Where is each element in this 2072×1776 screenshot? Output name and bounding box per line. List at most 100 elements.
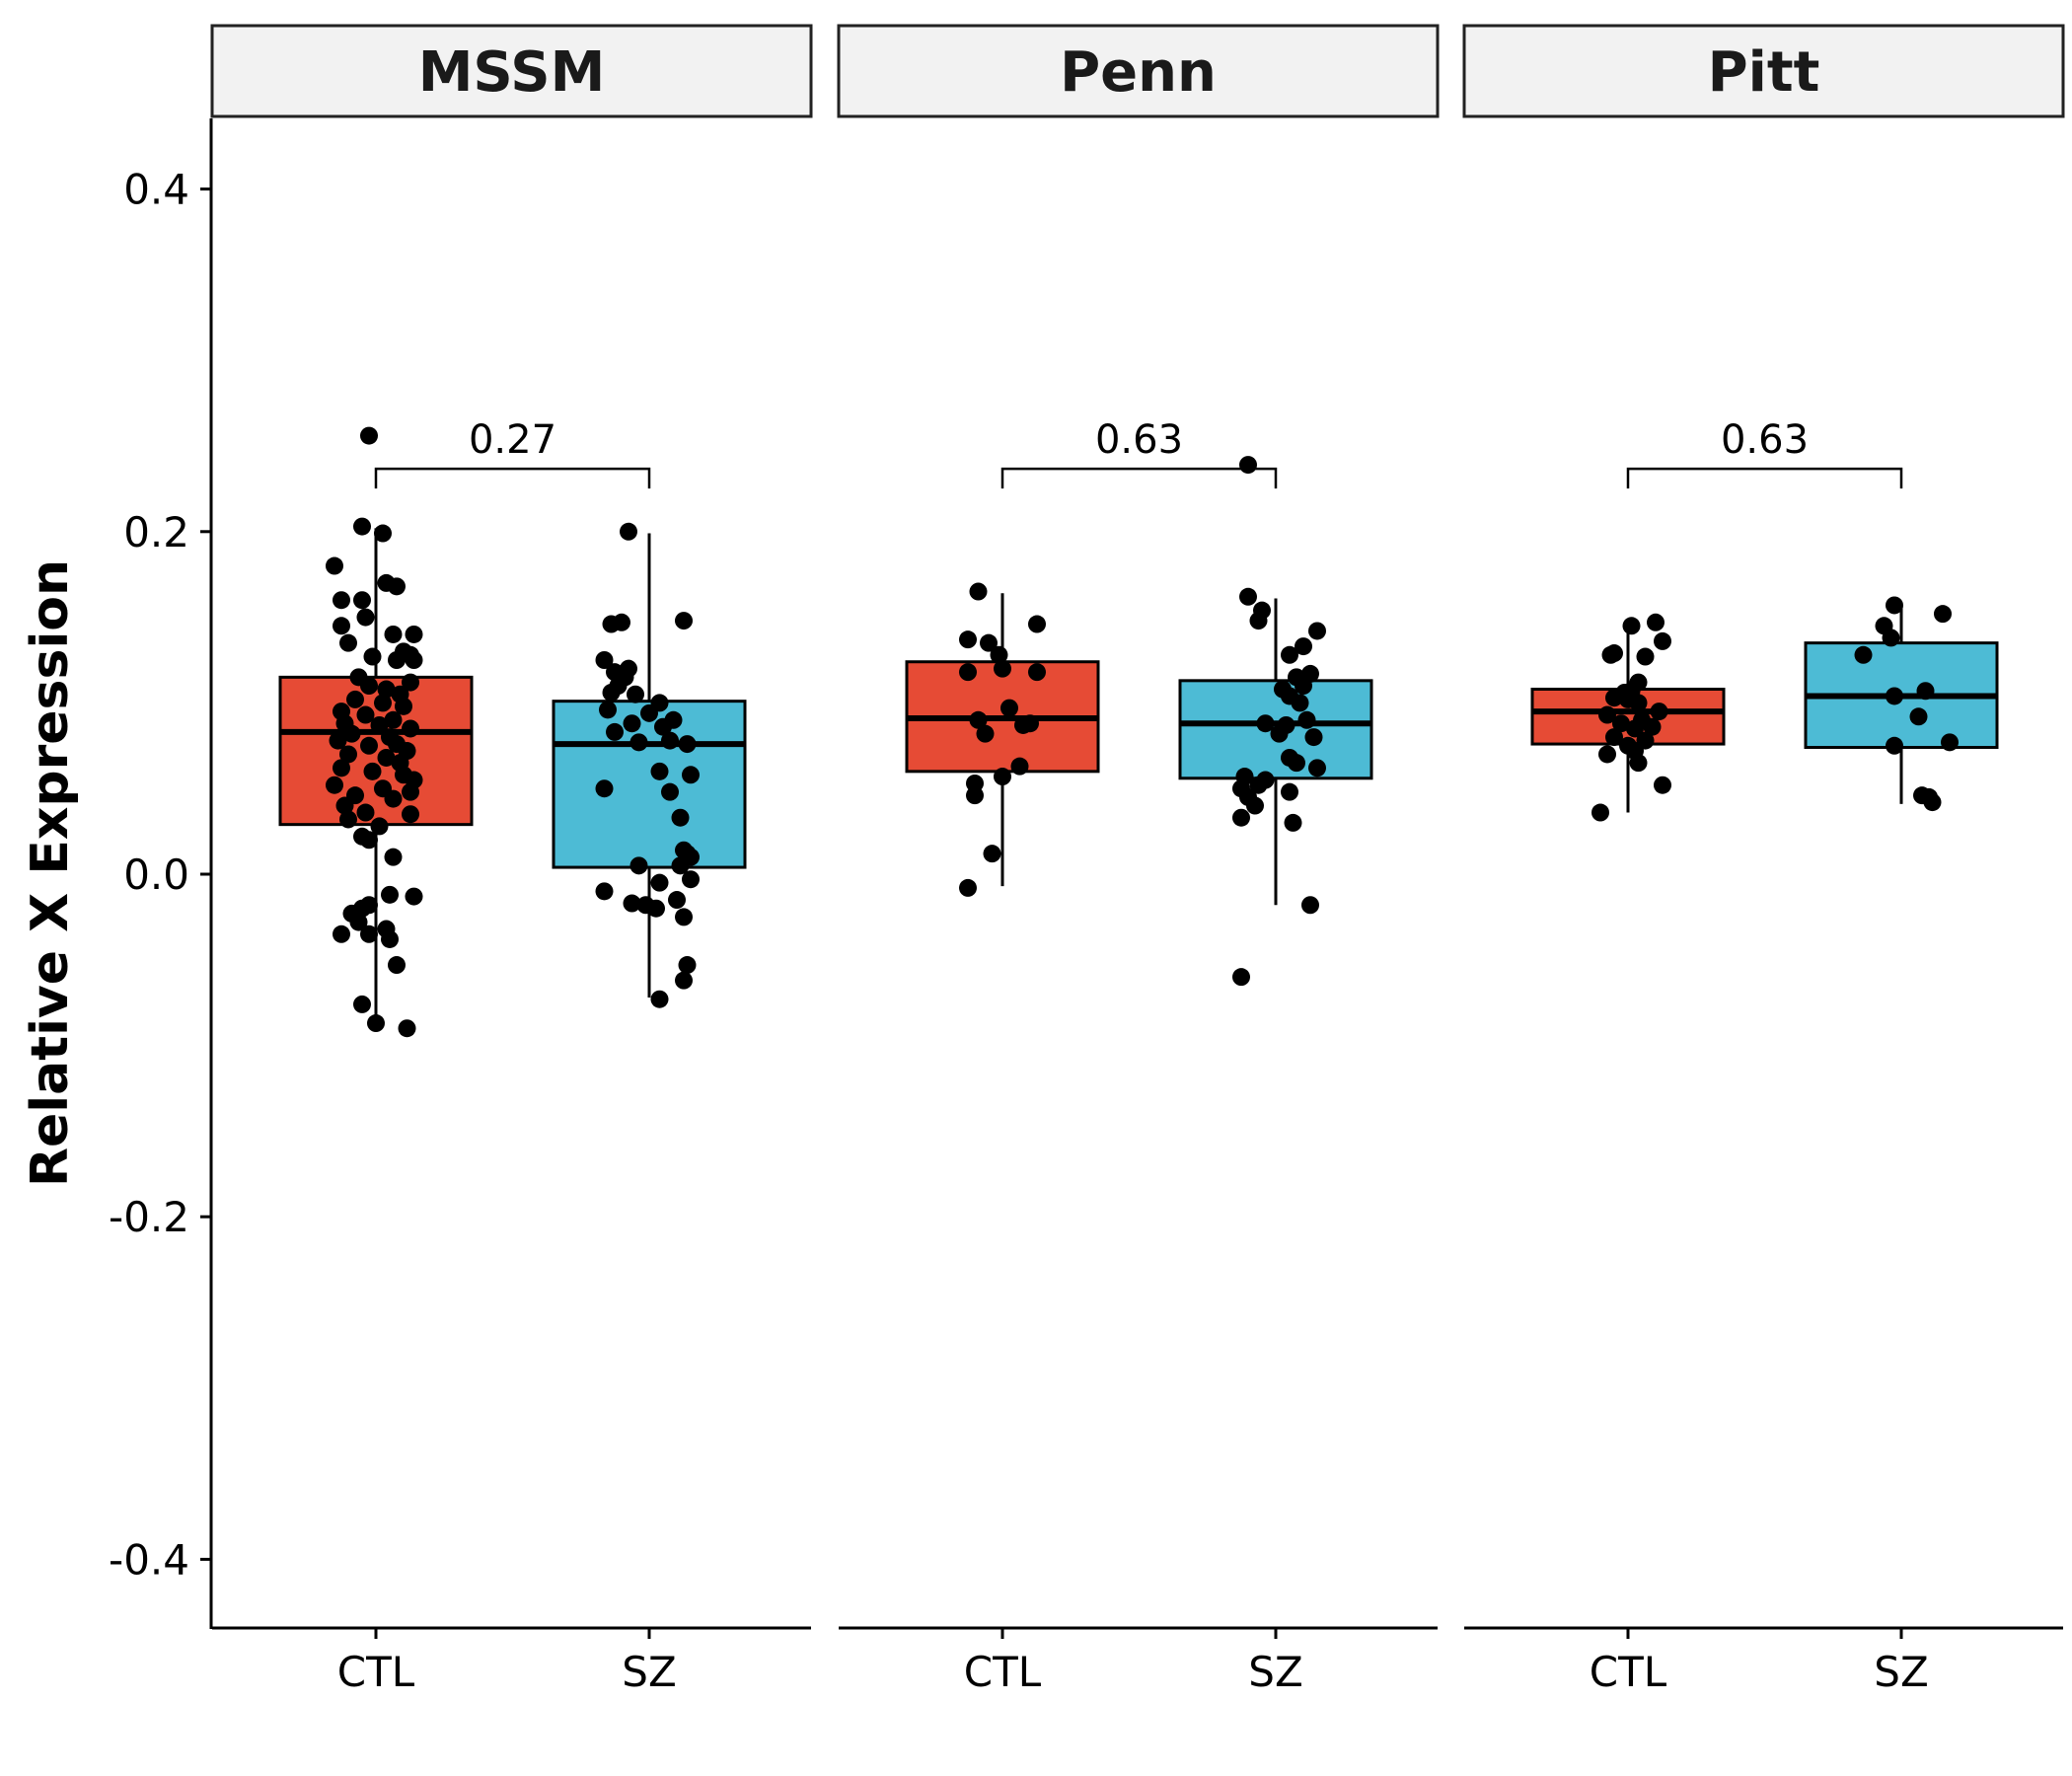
facet-panel-penn: Penn CTL SZ 0.63 bbox=[837, 24, 1440, 1696]
y-tick-label: 0.2 bbox=[123, 508, 189, 556]
data-point bbox=[402, 719, 419, 738]
comparison-bracket bbox=[1000, 467, 1278, 489]
data-point bbox=[1605, 728, 1623, 747]
data-point bbox=[398, 1019, 416, 1038]
data-point bbox=[1028, 663, 1046, 682]
data-point bbox=[629, 856, 648, 875]
data-point bbox=[1923, 793, 1942, 812]
data-point bbox=[650, 990, 669, 1008]
data-point bbox=[1270, 724, 1289, 743]
data-point bbox=[388, 577, 406, 596]
data-point bbox=[1605, 689, 1623, 707]
data-point bbox=[1291, 694, 1309, 712]
data-point bbox=[675, 612, 693, 630]
data-point bbox=[647, 899, 665, 918]
x-tick-label: SZ bbox=[1874, 1648, 1928, 1696]
comparison-p-value: 0.63 bbox=[1721, 417, 1809, 463]
y-tick-label: -0.2 bbox=[109, 1193, 189, 1241]
data-point bbox=[1028, 615, 1046, 633]
x-tick-label: CTL bbox=[1590, 1648, 1667, 1696]
y-tick-label: -0.4 bbox=[109, 1535, 189, 1584]
data-point bbox=[668, 891, 686, 910]
comparison-p-value: 0.27 bbox=[469, 417, 556, 463]
data-point bbox=[339, 745, 357, 764]
data-point bbox=[1654, 631, 1671, 650]
data-point bbox=[381, 929, 399, 948]
data-point bbox=[1308, 622, 1326, 640]
data-point bbox=[384, 710, 403, 729]
data-point bbox=[650, 873, 669, 892]
box-sz bbox=[1178, 456, 1373, 987]
data-point bbox=[959, 630, 977, 649]
y-tick-label: 0.0 bbox=[123, 851, 189, 899]
comparison-bracket bbox=[1626, 467, 1903, 489]
data-point bbox=[377, 680, 396, 699]
data-point bbox=[1622, 617, 1641, 635]
data-point bbox=[333, 591, 350, 610]
box-ctl bbox=[278, 426, 474, 1038]
data-point bbox=[1239, 587, 1257, 606]
data-point bbox=[402, 805, 419, 824]
data-point bbox=[675, 908, 693, 926]
data-point bbox=[370, 817, 389, 836]
box-ctl bbox=[905, 582, 1100, 897]
data-point bbox=[370, 715, 389, 734]
facet-strip-label: Penn bbox=[1060, 40, 1217, 105]
data-point bbox=[339, 633, 357, 652]
data-point bbox=[623, 894, 641, 913]
x-tick-label: CTL bbox=[964, 1648, 1042, 1696]
data-point bbox=[1626, 719, 1644, 738]
data-point bbox=[678, 956, 697, 975]
data-point bbox=[356, 705, 375, 724]
data-point bbox=[363, 647, 382, 666]
data-point bbox=[1598, 745, 1616, 764]
data-point bbox=[627, 685, 644, 703]
data-point bbox=[1304, 728, 1323, 747]
data-point bbox=[1941, 733, 1959, 752]
data-point bbox=[671, 856, 690, 875]
data-point bbox=[1232, 808, 1250, 827]
facet-strip-label: Pitt bbox=[1708, 40, 1820, 105]
y-tick-label: 0.4 bbox=[123, 166, 189, 214]
data-point bbox=[602, 683, 621, 702]
data-point bbox=[360, 736, 378, 755]
data-point bbox=[1297, 710, 1316, 729]
data-point bbox=[1612, 714, 1630, 733]
data-point bbox=[959, 663, 977, 682]
data-point bbox=[976, 724, 995, 743]
data-point bbox=[678, 735, 697, 754]
data-point bbox=[994, 768, 1011, 786]
data-point bbox=[595, 779, 614, 798]
data-point bbox=[329, 731, 347, 750]
data-point bbox=[388, 956, 406, 975]
data-point bbox=[333, 925, 350, 943]
data-point bbox=[1629, 694, 1648, 712]
data-point bbox=[349, 913, 368, 931]
data-point bbox=[606, 722, 624, 741]
data-point bbox=[682, 766, 700, 784]
data-point bbox=[1934, 605, 1952, 624]
data-point bbox=[1249, 612, 1268, 630]
data-point bbox=[405, 625, 423, 643]
comparison-p-value: 0.63 bbox=[1095, 417, 1183, 463]
x-tick-label: SZ bbox=[1248, 1648, 1302, 1696]
data-point bbox=[654, 717, 672, 736]
data-point bbox=[990, 645, 1008, 664]
data-point bbox=[1256, 714, 1275, 733]
data-point bbox=[1246, 796, 1264, 815]
data-point bbox=[675, 971, 693, 990]
data-point bbox=[980, 633, 998, 652]
data-point bbox=[367, 1014, 385, 1033]
data-point bbox=[1232, 968, 1250, 987]
data-point bbox=[1643, 717, 1662, 736]
data-point bbox=[602, 615, 621, 633]
data-point bbox=[326, 556, 343, 575]
data-point bbox=[599, 701, 617, 719]
data-point bbox=[1249, 776, 1268, 794]
facet-strip bbox=[1462, 24, 2065, 118]
data-point bbox=[346, 690, 364, 708]
data-point bbox=[661, 782, 679, 801]
data-point bbox=[384, 625, 403, 643]
data-point bbox=[1886, 596, 1903, 615]
